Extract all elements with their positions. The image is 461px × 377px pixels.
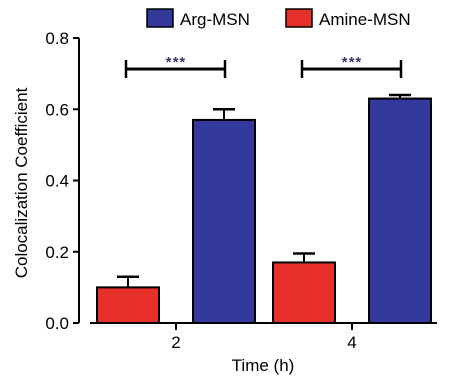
legend-label-amine-msn: Amine-MSN (319, 10, 411, 29)
legend-label-arg-msn: Arg-MSN (180, 10, 250, 29)
y-tick-label: 0.8 (45, 29, 69, 48)
legend-swatch-arg-msn (146, 8, 174, 28)
plot-area: 0.0 0.2 0.4 0.6 0.8 2 *** 4 *** (45, 29, 437, 352)
significance-label: *** (166, 54, 187, 71)
y-tick-label: 0.4 (45, 172, 69, 191)
bar-amine-msn (96, 286, 160, 324)
x-axis-label: Time (h) (232, 356, 295, 375)
bar-arg-msn (368, 97, 432, 324)
legend-swatch-amine-msn (285, 8, 313, 28)
x-tick-label: 4 (347, 333, 356, 352)
x-tick-label: 2 (171, 333, 180, 352)
significance-label: *** (342, 54, 363, 71)
y-tick-label: 0.6 (45, 100, 69, 119)
legend: Arg-MSN Amine-MSN (146, 8, 411, 29)
y-tick-label: 0.2 (45, 243, 69, 262)
y-axis-label: Colocalization Coefficient (12, 87, 31, 278)
bar-arg-msn (192, 118, 256, 324)
y-tick-label: 0.0 (45, 314, 69, 333)
bar-amine-msn (272, 261, 336, 324)
